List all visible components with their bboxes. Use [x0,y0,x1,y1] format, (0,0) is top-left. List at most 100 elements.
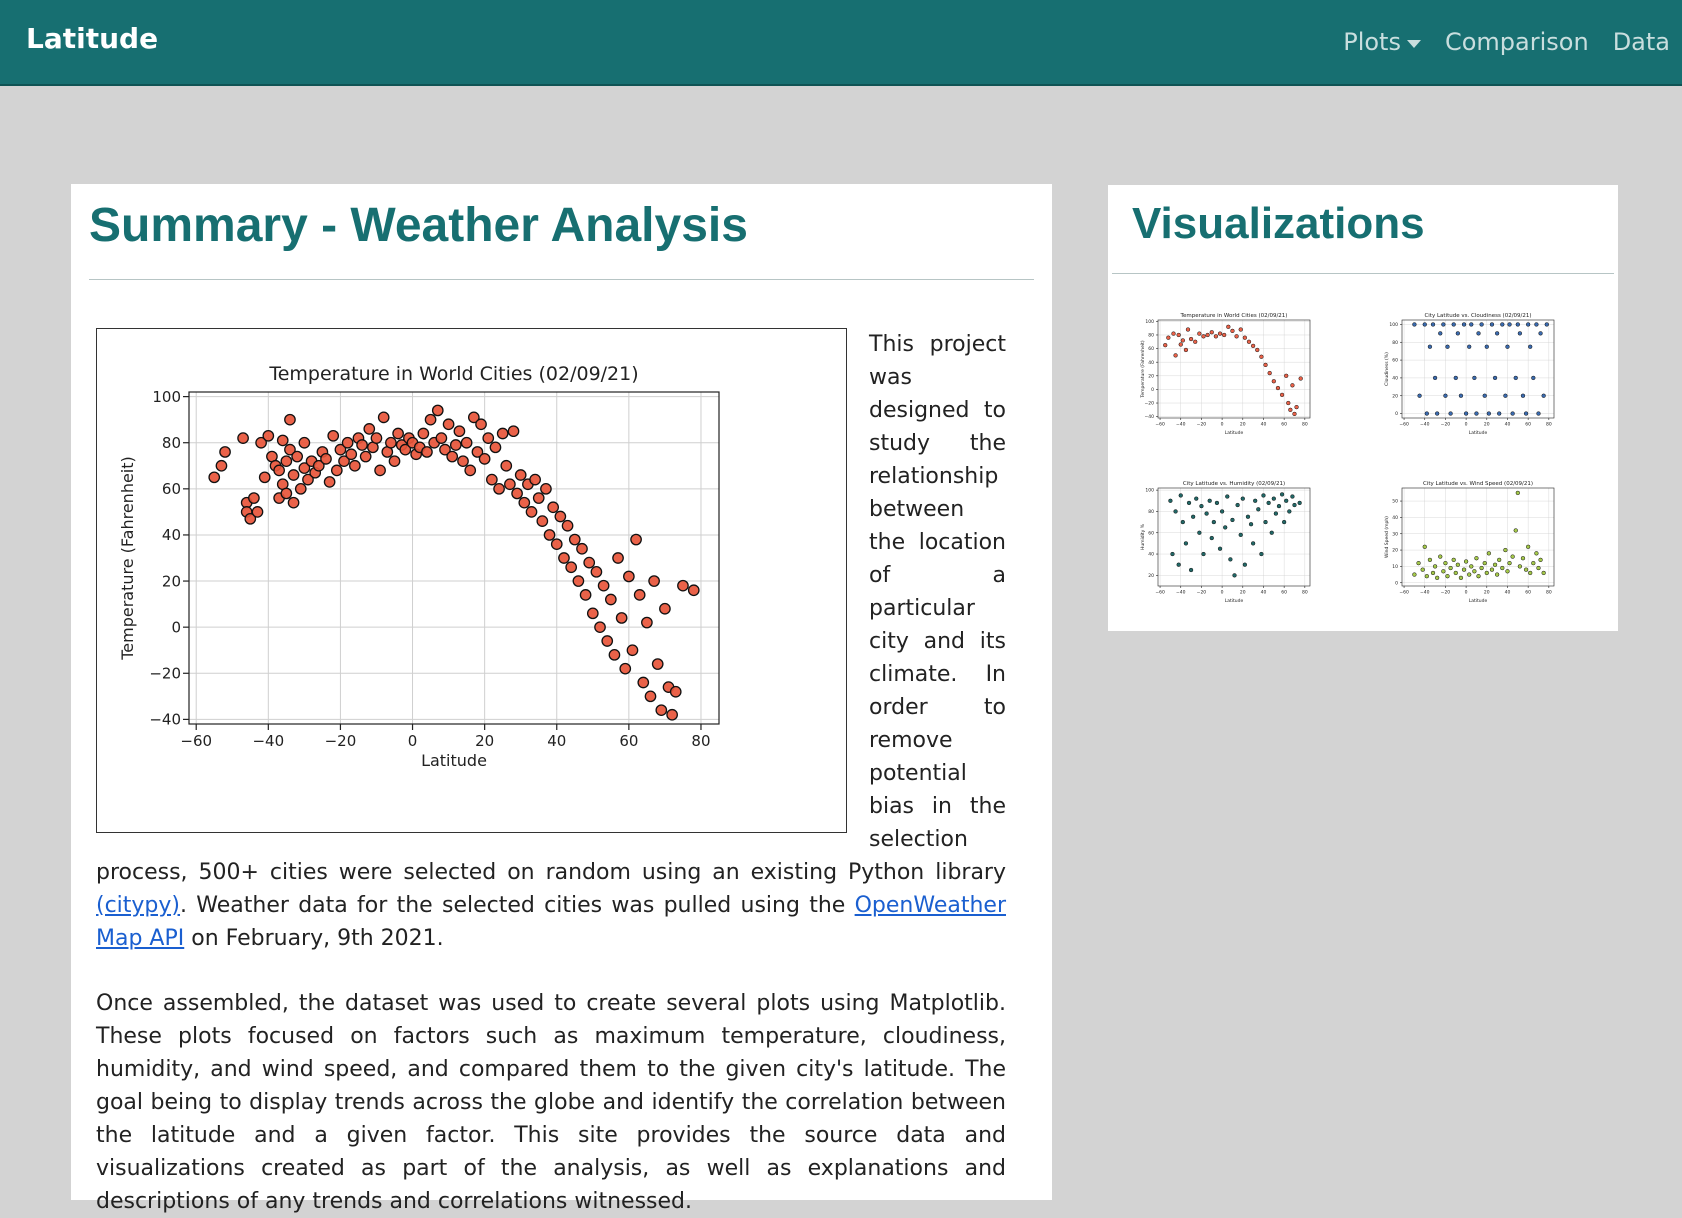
data-point [532,492,545,504]
data-point [1538,331,1543,336]
data-point [1528,570,1533,576]
data-point [1453,570,1458,576]
data-point [1438,331,1443,336]
data-point [1197,530,1202,535]
data-point [1445,574,1450,579]
x-tick-label: 80 [1302,422,1308,428]
data-point [1432,564,1438,569]
data-point [626,644,639,657]
data-point [244,512,257,525]
data-point [1497,557,1502,563]
data-point [1188,336,1194,342]
thumbnail-temperature[interactable]: Temperature in World Cities (02/09/21) −6… [1136,308,1322,436]
y-tick-label: 0 [171,618,181,636]
data-point [219,446,231,458]
data-point [586,607,599,620]
data-point [1422,322,1427,327]
data-point [615,612,628,624]
data-point [276,434,289,447]
data-point [1538,557,1543,563]
data-point [280,455,293,468]
data-point [1441,322,1446,327]
data-point [1259,551,1264,557]
data-point [1474,556,1479,561]
data-point [1486,411,1492,416]
data-point [1209,330,1214,335]
summary-text-part-2: . Weather data for the selected cities w… [180,893,855,918]
data-point [1205,332,1210,338]
chart-title: Temperature in World Cities (02/09/21) [268,363,638,385]
brand-link[interactable]: Latitude [26,22,159,55]
x-axis-label: Latitude [1225,430,1244,436]
x-tick-label: 80 [1546,422,1552,428]
nav-data-link[interactable]: Data [1612,28,1670,56]
data-point [648,575,660,587]
data-point [659,602,671,615]
thumbnail-humidity[interactable]: City Latitude vs. Humidity (02/09/21) −60… [1136,476,1322,604]
y-tick-label: 10 [1392,564,1398,570]
visualizations-title: Visualizations [1132,199,1425,248]
y-tick-label: 80 [1148,509,1154,515]
data-point [1217,331,1223,336]
x-tick-label: −40 [1176,590,1186,596]
summary-text-part-3: on February, 9th 2021. [184,926,444,951]
plot-frame [1401,319,1555,419]
data-point [1269,530,1274,535]
y-tick-label: 100 [1389,322,1398,328]
nav-comparison-link[interactable]: Comparison [1444,28,1589,56]
x-tick-label: 60 [1525,422,1531,428]
plot-frame [1401,487,1555,587]
main-temperature-chart: Temperature in World Cities (02/09/21) −6… [118,363,720,770]
data-point [1185,327,1191,332]
data-point [1453,375,1458,381]
nav-plots-label: Plots [1343,28,1401,56]
thumbnail-cloudiness[interactable]: City Latitude vs. Cloudiness (02/09/21) −… [1380,308,1566,436]
data-point [251,506,264,518]
data-point [655,704,668,717]
data-point [431,404,444,417]
data-point [298,462,311,474]
y-tick-label: 40 [1148,552,1154,558]
x-tick-label: 60 [619,732,638,750]
data-point [1412,322,1417,327]
data-point [1287,509,1292,514]
visualizations-panel: Visualizations Temperature in World Citi… [1108,185,1618,631]
data-point [215,459,228,472]
data-point [1474,411,1479,416]
data-point [1515,322,1520,327]
data-point [1523,567,1529,572]
data-point [1458,575,1464,580]
data-point [1510,411,1515,416]
citypy-link[interactable]: (citypy) [96,893,181,918]
y-tick-label: 60 [162,480,181,498]
data-point [1448,565,1453,571]
data-point [547,501,559,514]
data-point [356,439,368,451]
data-point [677,579,689,592]
data-point [1476,574,1481,579]
openweather-api-link[interactable]: OpenWeather Map API [96,893,1006,951]
data-point [1238,327,1243,332]
data-point [504,478,516,491]
data-point [493,482,505,495]
data-point [1523,411,1529,416]
nav-plots-dropdown[interactable]: Plots [1343,28,1421,56]
data-point [1463,411,1469,416]
data-point [518,496,531,509]
thumbnail-wind-speed[interactable]: City Latitude vs. Wind Speed (02/09/21) −… [1380,476,1566,604]
x-tick-label: −40 [1420,590,1430,596]
data-point [341,436,354,449]
data-point [572,575,585,587]
data-point [1242,335,1248,340]
data-point [449,439,462,451]
data-point [1207,498,1212,503]
data-point [446,450,459,463]
data-point [1271,379,1276,384]
data-point [1235,502,1240,508]
data-point [1248,522,1254,527]
data-point [633,589,646,601]
y-tick-label: 20 [162,572,181,590]
data-point [1520,556,1526,561]
data-point [475,418,487,431]
data-point [1503,547,1508,553]
